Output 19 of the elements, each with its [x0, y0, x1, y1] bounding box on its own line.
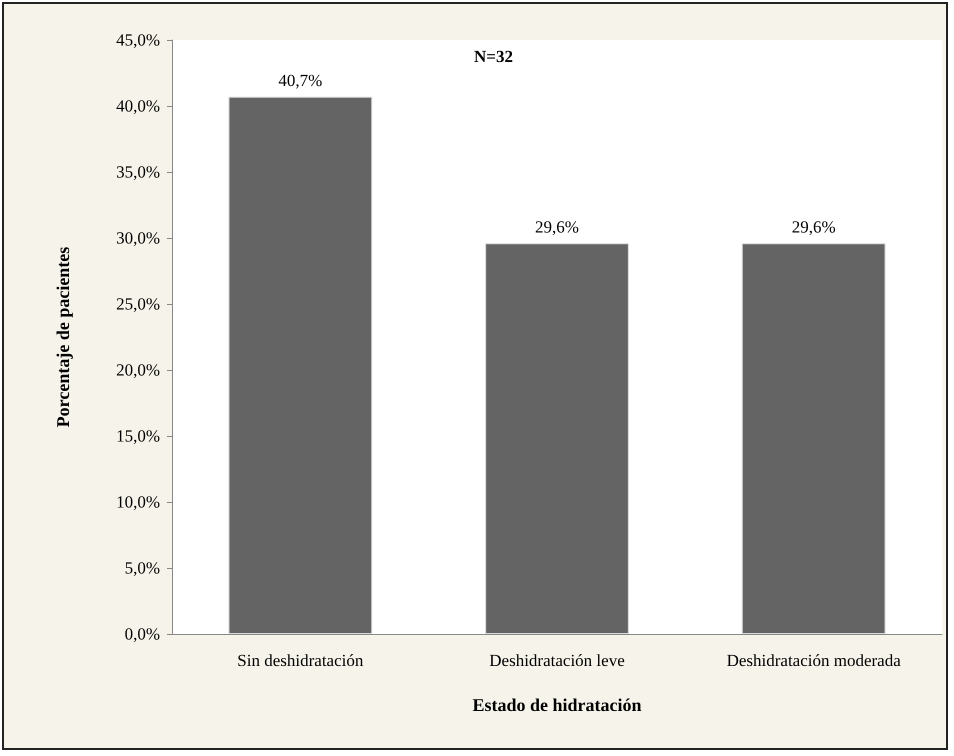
x-tick-label: Deshidratación leve: [489, 651, 625, 670]
data-label: 29,6%: [535, 217, 579, 236]
y-tick-label: 25,0%: [116, 294, 160, 314]
y-tick-label: 30,0%: [116, 228, 160, 248]
y-tick-label: 0,0%: [124, 624, 160, 644]
x-tick-label: Sin deshidratación: [237, 651, 364, 670]
y-tick-label: 45,0%: [116, 30, 160, 50]
y-tick-label: 10,0%: [116, 492, 160, 512]
y-tick-label: 5,0%: [124, 558, 160, 578]
x-axis-title: Estado de hidratación: [472, 695, 642, 715]
data-label: 40,7%: [278, 70, 322, 90]
y-tick-label: 20,0%: [116, 360, 160, 380]
y-tick-label: 15,0%: [116, 426, 160, 446]
x-tick-label: Deshidratación moderada: [726, 651, 902, 670]
y-axis-title: Porcentaje de pacientes: [53, 246, 73, 428]
y-tick-label: 35,0%: [116, 162, 160, 182]
data-label: 29,6%: [792, 217, 836, 236]
y-tick-label: 40,0%: [116, 96, 160, 116]
annotation: N=32: [474, 47, 513, 66]
